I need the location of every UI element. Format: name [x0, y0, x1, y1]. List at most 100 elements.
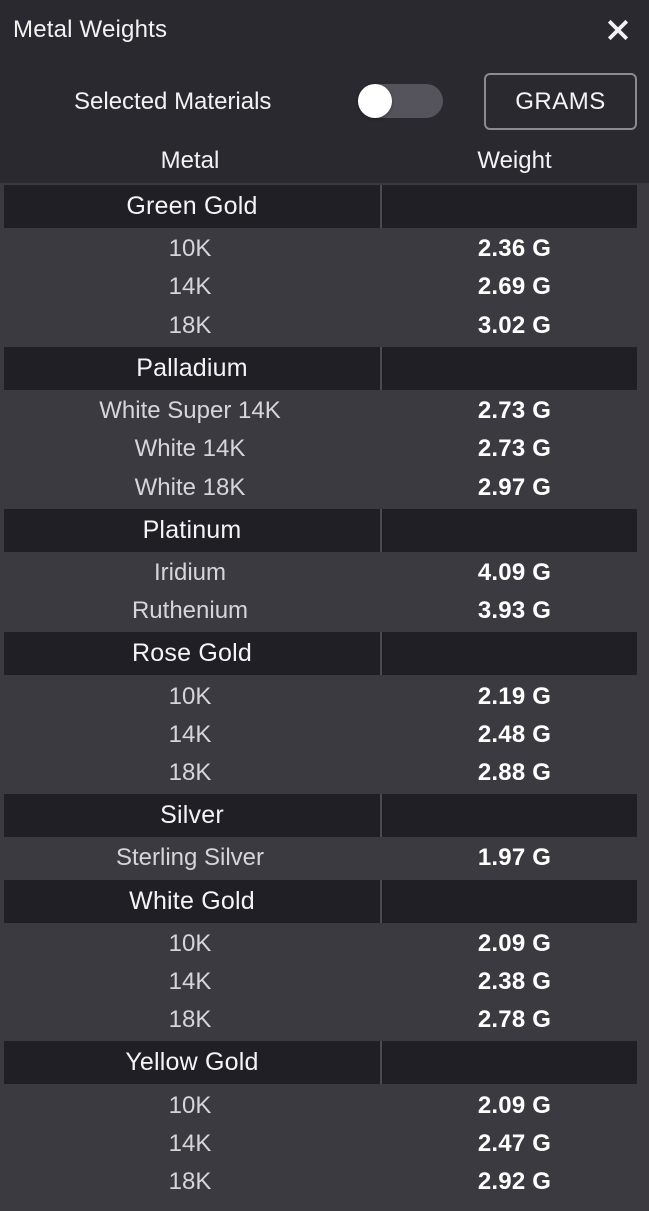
- table-row: 18K 3.02 G: [0, 307, 649, 345]
- group-header: Yellow Gold: [4, 1041, 637, 1085]
- weight-cell: 2.88 G: [477, 759, 552, 787]
- table-row: 10K 2.36 G: [0, 230, 649, 268]
- column-divider: [380, 794, 382, 838]
- table-row: 14K 2.47 G: [0, 1125, 649, 1163]
- weight-cell: 2.47 G: [477, 1129, 552, 1157]
- column-divider: [380, 185, 382, 228]
- column-divider: [380, 879, 382, 923]
- weight-cell: 2.69 G: [477, 273, 552, 301]
- unit-button-label: GRAMS: [515, 87, 606, 115]
- metal-cell: 14K: [168, 720, 212, 748]
- group-header-spacer: [382, 185, 637, 228]
- group-name: Silver: [160, 801, 224, 830]
- weight-cell: 2.38 G: [477, 968, 552, 995]
- metal-cell: 14K: [168, 968, 212, 995]
- metal-group-rose-gold: Rose Gold 10K 2.19 G 14K 2.48 G 18K 2.88…: [0, 632, 649, 792]
- column-divider: [380, 1041, 382, 1085]
- weight-cell: 2.78 G: [477, 1006, 552, 1034]
- table-row: Ruthenium 3.93 G: [0, 592, 649, 630]
- group-header: Silver: [4, 794, 637, 838]
- metal-cell: Ruthenium: [131, 597, 249, 625]
- group-header: Green Gold: [4, 185, 637, 228]
- unit-button[interactable]: GRAMS: [484, 73, 637, 130]
- metal-cell: 10K: [168, 235, 212, 263]
- group-name: Yellow Gold: [125, 1048, 259, 1077]
- table-row: Sterling Silver 1.97 G: [0, 839, 649, 877]
- weight-cell: 1.97 G: [477, 844, 552, 872]
- metal-cell: 18K: [168, 1168, 212, 1196]
- group-name: Palladium: [136, 353, 248, 382]
- close-icon: [604, 16, 632, 44]
- weight-cell: 2.73 G: [477, 435, 552, 463]
- metal-cell: 18K: [168, 311, 212, 339]
- weight-cell: 3.93 G: [477, 597, 552, 625]
- table-row: 18K 2.78 G: [0, 1001, 649, 1039]
- table-row: 14K 2.38 G: [0, 963, 649, 1001]
- column-header-metal: Metal: [160, 147, 220, 174]
- window-title: Metal Weights: [13, 16, 168, 43]
- metal-group-green-gold: Green Gold 10K 2.36 G 14K 2.69 G 18K 3.0…: [0, 185, 649, 345]
- group-header-spacer: [382, 794, 637, 837]
- metal-group-palladium: Palladium White Super 14K 2.73 G White 1…: [0, 346, 649, 507]
- metal-group-platinum: Platinum Iridium 4.09 G Ruthenium 3.93 G: [0, 508, 649, 631]
- metal-cell: 10K: [168, 929, 212, 957]
- selected-materials-label: Selected Materials: [74, 88, 272, 115]
- weight-cell: 2.19 G: [477, 682, 552, 710]
- dialog-header: Metal Weights Selected Materials GRAMS M…: [0, 0, 649, 183]
- metal-cell: White 18K: [134, 473, 246, 501]
- weight-cell: 2.73 G: [477, 397, 552, 425]
- group-name: Rose Gold: [132, 639, 252, 668]
- metal-cell: Iridium: [153, 558, 226, 586]
- table-column-headers: Metal Weight: [0, 139, 649, 183]
- metal-cell: Sterling Silver: [115, 844, 265, 872]
- weight-cell: 2.09 G: [477, 929, 552, 957]
- group-header: Platinum: [4, 508, 637, 552]
- group-header-spacer: [382, 632, 637, 675]
- metal-group-yellow-gold: Yellow Gold 10K 2.09 G 14K 2.47 G 18K 2.…: [0, 1041, 649, 1201]
- weight-cell: 2.97 G: [477, 473, 552, 501]
- column-divider: [380, 632, 382, 676]
- group-name: Platinum: [142, 515, 242, 544]
- group-header: Palladium: [4, 346, 637, 390]
- table-row: Iridium 4.09 G: [0, 554, 649, 592]
- metal-group-white-gold: White Gold 10K 2.09 G 14K 2.38 G 18K 2.7…: [0, 879, 649, 1040]
- weight-cell: 3.02 G: [477, 311, 552, 339]
- table-row: 10K 2.19 G: [0, 677, 649, 715]
- table-row: White 18K 2.97 G: [0, 468, 649, 506]
- table-row: 18K 2.92 G: [0, 1163, 649, 1201]
- table-row: 18K 2.88 G: [0, 754, 649, 792]
- table-row: 10K 2.09 G: [0, 1086, 649, 1124]
- weight-cell: 2.09 G: [477, 1091, 552, 1119]
- table-row: 14K 2.69 G: [0, 268, 649, 306]
- group-header-spacer: [382, 347, 637, 390]
- weight-cell: 2.36 G: [477, 235, 552, 263]
- table-row: White Super 14K 2.73 G: [0, 392, 649, 430]
- toggle-knob[interactable]: [358, 84, 392, 118]
- selected-materials-toggle[interactable]: [358, 84, 443, 118]
- group-header-spacer: [382, 509, 637, 552]
- column-divider: [380, 508, 382, 552]
- metal-cell: 18K: [168, 1006, 212, 1034]
- metal-cell: 14K: [168, 1129, 212, 1157]
- group-header: White Gold: [4, 879, 637, 923]
- metal-cell: 10K: [168, 1091, 212, 1119]
- group-header: Rose Gold: [4, 632, 637, 676]
- metal-cell: 10K: [168, 682, 212, 710]
- group-name: White Gold: [129, 886, 255, 915]
- weight-cell: 4.09 G: [477, 558, 552, 586]
- group-header-spacer: [382, 880, 637, 923]
- group-name: Green Gold: [126, 192, 258, 220]
- table-row: White 14K 2.73 G: [0, 430, 649, 468]
- table-row: 10K 2.09 G: [0, 925, 649, 963]
- metal-cell: 14K: [168, 273, 212, 301]
- metal-group-silver: Silver Sterling Silver 1.97 G: [0, 794, 649, 877]
- close-button[interactable]: [599, 11, 637, 49]
- metal-cell: White Super 14K: [99, 397, 281, 425]
- metal-weights-table: Green Gold 10K 2.36 G 14K 2.69 G 18K 3.0…: [0, 185, 649, 1201]
- column-divider: [380, 346, 382, 390]
- weight-cell: 2.48 G: [477, 720, 552, 748]
- group-header-spacer: [382, 1041, 637, 1084]
- metal-cell: 18K: [168, 759, 212, 787]
- table-row: 14K 2.48 G: [0, 716, 649, 754]
